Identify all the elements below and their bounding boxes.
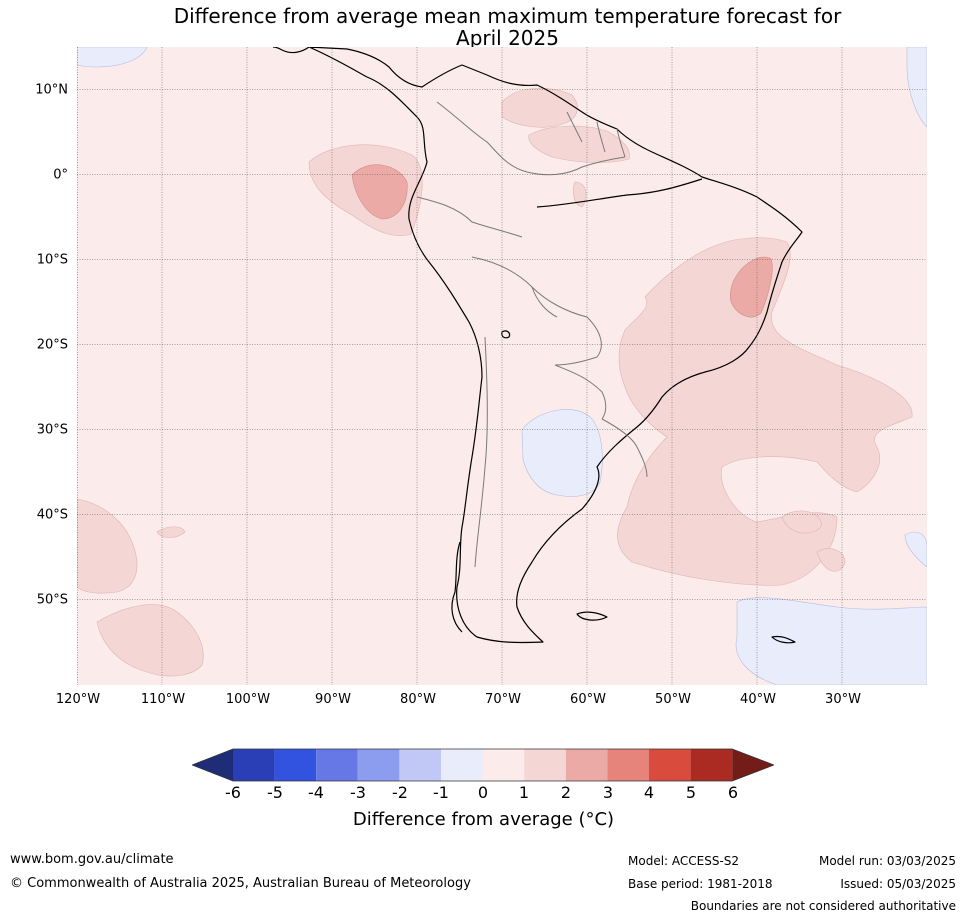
border-paraguay <box>554 364 607 420</box>
colorbar-tick-4: 4 <box>643 783 655 802</box>
footer-model-run: Model run: 03/03/2025 <box>818 854 956 868</box>
colorbar-tick-1: 1 <box>518 783 530 802</box>
lon-label-120w: 120°W <box>55 692 101 707</box>
region-atlantic-south-1-2 <box>781 510 823 534</box>
region-atlantic-patch-1-2 <box>816 548 846 572</box>
colorbar <box>192 748 774 782</box>
region-guianas-1-2 <box>528 125 630 163</box>
colorbar-bin-m3-m2 <box>357 749 400 781</box>
coastline-georgia-island <box>771 635 796 644</box>
border-argentina-chile <box>474 336 488 568</box>
lon-label-30w: 30°W <box>825 692 861 707</box>
region-galapagos-2-3 <box>351 164 408 220</box>
colorbar-outline <box>192 748 774 782</box>
lat-label-30s: 30°S <box>36 422 68 438</box>
map-title-line-1: Difference from average mean maximum tem… <box>173 4 842 28</box>
colorbar-bin-m6-m5 <box>233 749 275 781</box>
colorbar-tick-m1: -1 <box>433 783 449 802</box>
colorbar-tick-0: 0 <box>477 783 489 802</box>
colorbar-bin-4-5 <box>649 749 691 781</box>
colorbar-arrow-high <box>732 749 774 781</box>
region-pacific-southeast-1-2 <box>96 604 204 677</box>
graticule <box>77 47 927 685</box>
lon-label-90w: 90°W <box>315 692 351 707</box>
border-guianas <box>566 111 626 158</box>
coastline-south-america <box>308 47 803 644</box>
lon-label-80w: 80°W <box>400 692 436 707</box>
lon-label-110w: 110°W <box>140 692 186 707</box>
border-brazil-north <box>526 156 626 176</box>
coastline-amazon-estuary <box>536 178 703 208</box>
colorbar-tick-2: 2 <box>560 783 572 802</box>
forecast-map <box>77 47 927 685</box>
border-bolivia <box>531 286 602 366</box>
national-borders <box>416 101 648 568</box>
footer-url-link[interactable]: www.bom.gov.au/climate <box>10 852 174 867</box>
anomaly-2-to-3-regions <box>351 164 773 318</box>
colorbar-tick-m5: -5 <box>267 783 283 802</box>
colorbar-bin-m2-m1 <box>399 749 441 781</box>
colorbar-bin-2-3 <box>565 749 608 781</box>
lat-label-10s: 10°S <box>36 252 68 268</box>
region-amazon-small-1-2 <box>572 181 587 208</box>
lon-label-60w: 60°W <box>570 692 606 707</box>
coastlines <box>272 47 803 644</box>
footer-disclaimer: Boundaries are not considered authoritat… <box>690 899 956 913</box>
region-pacific-southwest-1-2 <box>77 498 138 594</box>
lat-label-40s: 40°S <box>36 507 68 523</box>
border-ecuador-peru <box>416 196 523 238</box>
colorbar-tick-m2: -2 <box>392 783 408 802</box>
lon-label-70w: 70°W <box>485 692 521 707</box>
coastline-central-america <box>272 47 310 54</box>
border-colombia-venezuela <box>436 101 528 173</box>
coastline-falklands <box>576 611 608 621</box>
map-title-line-2: April 2025 <box>456 26 559 50</box>
lon-label-100w: 100°W <box>225 692 271 707</box>
colorbar-bin-m4-m3 <box>316 749 358 781</box>
coastline-lake-titicaca <box>501 330 511 339</box>
footer-model: Model: ACCESS-S2 <box>628 854 740 868</box>
anomaly-1-to-2-regions <box>77 54 927 677</box>
colorbar-bin-m1-0 <box>441 749 483 781</box>
lat-label-50s: 50°S <box>36 592 68 608</box>
colorbar-tick-m4: -4 <box>308 783 324 802</box>
region-atlantic-north-cool <box>906 47 927 128</box>
region-venezuela-1-2 <box>501 87 578 128</box>
colorbar-label: Difference from average (°C) <box>352 809 615 830</box>
region-east-atlantic-cool <box>904 531 927 568</box>
lon-label-40w: 40°W <box>740 692 776 707</box>
colorbar-bin-0-1 <box>482 749 525 781</box>
colorbar-bin-5-6 <box>690 749 733 781</box>
border-uruguay <box>601 418 648 478</box>
footer-copyright: © Commonwealth of Australia 2025, Austra… <box>10 876 471 891</box>
region-pacific-island-1-2 <box>156 526 186 538</box>
colorbar-bin-3-4 <box>607 749 649 781</box>
colorbar-tick-6: 6 <box>727 783 739 802</box>
lon-label-50w: 50°W <box>655 692 691 707</box>
region-south-atlantic-cool <box>735 597 927 685</box>
anomaly-minus1-to-0-regions <box>77 47 927 685</box>
colorbar-bin-1-2 <box>524 749 566 781</box>
coastline-chiloe-islands <box>451 541 463 633</box>
colorbar-tick-5: 5 <box>685 783 697 802</box>
border-brazil-peru <box>471 256 558 318</box>
footer-issued: Issued: 05/03/2025 <box>840 877 956 891</box>
lat-label-0: 0° <box>53 167 68 183</box>
colorbar-tick-m6: -6 <box>225 783 241 802</box>
region-argentina-cool <box>521 409 603 497</box>
colorbar-tick-3: 3 <box>602 783 614 802</box>
footer-base-period: Base period: 1981-2018 <box>628 877 773 891</box>
lat-label-10n: 10°N <box>35 82 68 98</box>
colorbar-bin-m5-m4 <box>274 749 317 781</box>
region-northeast-brazil-2-3 <box>730 256 773 318</box>
lat-label-20s: 20°S <box>36 337 68 353</box>
colorbar-tick-m3: -3 <box>350 783 366 802</box>
region-pacific-north-cool <box>77 47 148 68</box>
region-east-brazil-atlantic-1-2 <box>617 237 913 586</box>
colorbar-arrow-low <box>192 749 233 781</box>
